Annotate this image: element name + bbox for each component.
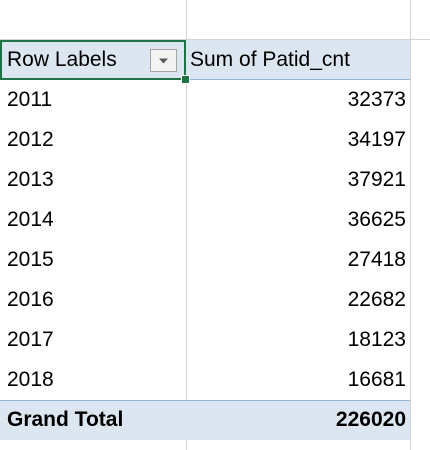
row-value-cell: 27418 <box>347 248 406 271</box>
table-row[interactable]: 2017 18123 <box>0 320 410 360</box>
row-label-cell: 2015 <box>7 248 54 271</box>
grand-total-label: Grand Total <box>7 408 124 431</box>
filter-dropdown-button[interactable] <box>150 49 177 72</box>
row-label-cell: 2014 <box>7 208 54 231</box>
row-value-cell: 16681 <box>347 368 406 391</box>
row-label-cell: 2012 <box>7 128 54 151</box>
row-labels-header: Row Labels <box>7 48 117 71</box>
row-label-cell: 2018 <box>7 368 54 391</box>
row-label-cell: 2011 <box>7 88 53 111</box>
row-value-cell: 18123 <box>347 328 406 351</box>
column-gridline <box>186 0 187 450</box>
row-value-cell: 34197 <box>347 128 406 151</box>
row-gridline <box>0 39 430 40</box>
fill-handle[interactable] <box>181 75 190 84</box>
table-row[interactable]: 2012 34197 <box>0 120 410 160</box>
grand-total-value: 226020 <box>335 408 406 431</box>
row-value-cell: 22682 <box>347 288 406 311</box>
value-field-header: Sum of Patid_cnt <box>190 48 350 71</box>
table-row[interactable]: 2015 27418 <box>0 240 410 280</box>
row-label-cell: 2013 <box>7 168 54 191</box>
active-cell-border <box>0 40 186 80</box>
table-row[interactable]: 2013 37921 <box>0 160 410 200</box>
row-value-cell: 37921 <box>347 168 406 191</box>
value-field-header-cell[interactable]: Sum of Patid_cnt <box>186 40 410 80</box>
filter-dropdown-icon <box>159 58 168 63</box>
table-row[interactable]: 2016 22682 <box>0 280 410 320</box>
column-gridline <box>410 0 411 450</box>
row-value-cell: 36625 <box>347 208 406 231</box>
pivot-header-row: Row Labels Sum of Patid_cnt <box>0 40 410 84</box>
row-label-cell: 2017 <box>7 328 54 351</box>
grand-total-row[interactable]: Grand Total 226020 <box>0 400 410 440</box>
table-row[interactable]: 2018 16681 <box>0 360 410 400</box>
row-labels-header-cell[interactable]: Row Labels <box>0 40 190 84</box>
row-value-cell: 32373 <box>347 88 406 111</box>
table-row[interactable]: 2014 36625 <box>0 200 410 240</box>
row-label-cell: 2016 <box>7 288 54 311</box>
table-row[interactable]: 2011 32373 <box>0 80 410 120</box>
